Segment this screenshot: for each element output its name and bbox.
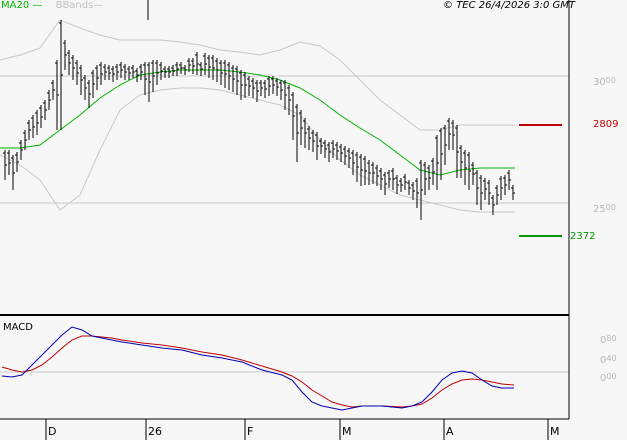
x-axis-ticks [45,419,549,440]
support-label: 2372 [570,231,596,242]
macd-title: MACD [3,322,33,333]
y-label-2500: 2500 [593,203,616,215]
macd-y-label-040: 040 [600,354,617,366]
bollinger-lower-band [0,87,515,213]
x-label-4: A [446,425,454,438]
x-label-5: M [550,425,560,438]
macd-line [1,326,514,411]
x-label-1: 26 [148,425,162,438]
legend-bbands: BBands— [55,0,104,11]
bollinger-upper-band [0,19,515,131]
macd-y-label-000: 000 [600,372,617,384]
legend-ma20: MA20 — [1,0,43,11]
x-label-0: D [48,425,57,438]
price-bars [3,20,515,220]
x-label-3: M [342,425,352,438]
resistance-label: 2809 [593,119,619,130]
x-label-2: F [247,425,254,438]
y-label-3000: 3000 [593,76,616,88]
copyright-timestamp: © TEC 26/4/2026 3:0 GMT [443,0,575,11]
macd-signal-line [1,335,515,408]
macd-y-label-080: 080 [600,334,617,346]
chart-legend: MA20 — BBands— [1,0,103,12]
